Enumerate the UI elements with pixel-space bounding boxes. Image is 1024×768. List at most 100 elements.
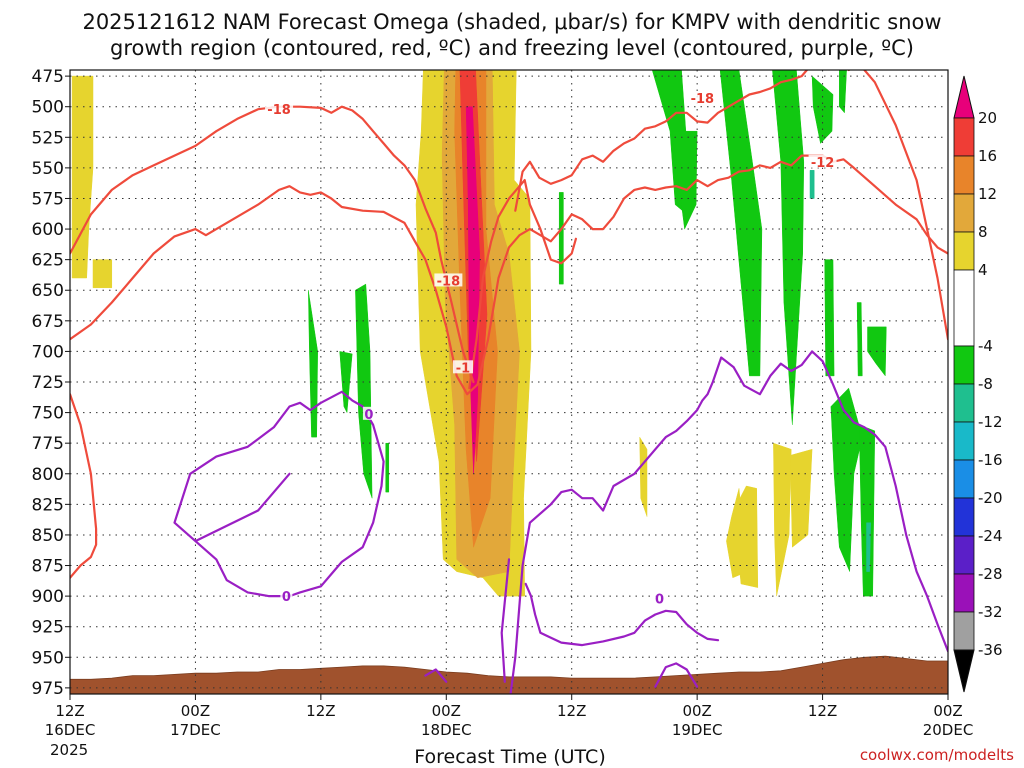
colorbar-tick-3: 8 <box>978 223 988 241</box>
colorbar-bin-6 <box>953 345 975 385</box>
ytick-label-600: 600 <box>32 220 64 240</box>
ytick-label-475: 475 <box>32 67 64 87</box>
xtick-date-1: 17DEC <box>170 721 221 739</box>
xtick-label-6: 12Z <box>808 702 837 720</box>
terrain-ground <box>70 655 948 694</box>
colorbar-tick-11: -28 <box>978 565 1003 583</box>
chart-title-line2: growth region (contoured, red, ºC) and f… <box>110 36 914 60</box>
colorbar-bin-1 <box>953 117 975 157</box>
ytick-label-750: 750 <box>32 404 64 424</box>
colorbar-tick-2: 12 <box>978 185 997 203</box>
omega-region-24 <box>856 302 863 377</box>
freezing-label-bg-1 <box>280 589 293 603</box>
xtick-label-5: 00Z <box>682 702 711 720</box>
xtick-label-3: 00Z <box>432 702 461 720</box>
chart-title-line1: 2025121612 NAM Forecast Omega (shaded, μ… <box>82 10 941 34</box>
xtick-date-3: 18DEC <box>421 721 472 739</box>
ytick-label-500: 500 <box>32 98 64 118</box>
omega-region-23 <box>824 259 835 377</box>
colorbar-tick-7: -12 <box>978 413 1003 431</box>
omega-region-14 <box>339 351 353 414</box>
dgz-contour-3 <box>468 179 578 390</box>
colorbar-bin-8 <box>953 421 975 461</box>
ytick-label-925: 925 <box>32 618 64 638</box>
colorbar-tick-8: -16 <box>978 451 1003 469</box>
ytick-label-725: 725 <box>32 373 64 393</box>
colorbar-tick-5: -4 <box>978 337 993 355</box>
freezing-label-1: 0 <box>282 590 291 605</box>
omega-region-9 <box>733 485 759 588</box>
omega-colorbar: 20 16 12 8 4 -4 -8 -12 -16 -20 -24 -28 -32 -36 <box>953 75 1003 693</box>
ytick-label-875: 875 <box>32 557 64 577</box>
dgz-label-3: -18 <box>437 274 461 289</box>
grid-layer <box>70 70 948 694</box>
freezing-contour-5 <box>424 668 448 683</box>
dendritic-growth-contours <box>70 70 948 579</box>
dgz-contour-0 <box>70 105 475 384</box>
dgz-label-0: -18 <box>267 103 291 118</box>
freezing-label-bg-2 <box>653 591 666 605</box>
omega-region-10 <box>773 442 792 597</box>
dgz-label-bg-2 <box>808 154 837 168</box>
dgz-label-1: -18 <box>691 92 715 107</box>
omega-region-22 <box>839 70 847 114</box>
dgz-contour-4 <box>514 70 809 212</box>
omega-region-19 <box>719 70 763 377</box>
omega-region-13 <box>355 283 373 499</box>
dgz-label-bg-1 <box>688 91 717 105</box>
dgz-label-bg-3 <box>434 273 463 287</box>
dgz-contour-1 <box>70 154 948 396</box>
colorbar-bottom-arrow <box>953 649 975 693</box>
colorbar-tick-4: 4 <box>978 261 988 279</box>
dgz-contour-2 <box>70 393 98 579</box>
colorbar-bin-2 <box>953 155 975 195</box>
colorbar-tick-1: 16 <box>978 147 997 165</box>
ytick-label-975: 975 <box>32 679 64 699</box>
ytick-label-625: 625 <box>32 251 64 271</box>
dgz-contour-5 <box>847 70 948 341</box>
ytick-label-825: 825 <box>32 495 64 515</box>
omega-region-25 <box>830 387 863 572</box>
ytick-label-675: 675 <box>32 312 64 332</box>
xtick-label-0: 12Z <box>55 702 84 720</box>
omega-region-20 <box>772 70 805 425</box>
xtick-date-0: 16DEC <box>45 721 96 739</box>
ytick-label-900: 900 <box>32 587 64 607</box>
ytick-label-550: 550 <box>32 159 64 179</box>
colorbar-tick-10: -24 <box>978 527 1003 545</box>
colorbar-tick-12: -32 <box>978 603 1003 621</box>
colorbar-bin-4 <box>953 231 975 271</box>
omega-region-1 <box>92 259 113 289</box>
dgz-label-4: -1 <box>456 361 470 376</box>
terrain-layer <box>70 655 948 694</box>
ytick-label-800: 800 <box>32 465 64 485</box>
omega-region-12 <box>308 290 318 438</box>
freezing-contour-4 <box>654 662 699 688</box>
ytick-label-950: 950 <box>32 648 64 668</box>
ytick-label-525: 525 <box>32 128 64 148</box>
dgz-label-2: -12 <box>811 156 835 171</box>
contour-labels: -18 -18 -12 -18 -1 0 0 0 <box>265 91 837 608</box>
xtick-date-5: 19DEC <box>672 721 723 739</box>
dgz-label-bg-0 <box>265 102 294 116</box>
colorbar-tick-9: -20 <box>978 489 1003 507</box>
colorbar-bin-12 <box>953 573 975 613</box>
x-axis-title: Forecast Time (UTC) <box>414 746 605 768</box>
ytick-label-700: 700 <box>32 342 64 362</box>
colorbar-bin-10 <box>953 497 975 537</box>
dgz-label-bg-4 <box>453 360 474 374</box>
ytick-label-650: 650 <box>32 281 64 301</box>
xtick-label-2: 12Z <box>306 702 335 720</box>
colorbar-bin-11 <box>953 535 975 575</box>
colorbar-tick-13: -36 <box>978 641 1003 659</box>
freezing-contour-3 <box>524 582 720 647</box>
freezing-contour-2 <box>509 350 948 694</box>
freezing-label-0: 0 <box>364 408 373 423</box>
ytick-label-575: 575 <box>32 189 64 209</box>
xtick-label-1: 00Z <box>181 702 210 720</box>
freezing-contour-1 <box>500 558 511 683</box>
freezing-label-2: 0 <box>655 593 664 608</box>
source-credit: coolwx.com/modelts <box>860 746 1014 764</box>
